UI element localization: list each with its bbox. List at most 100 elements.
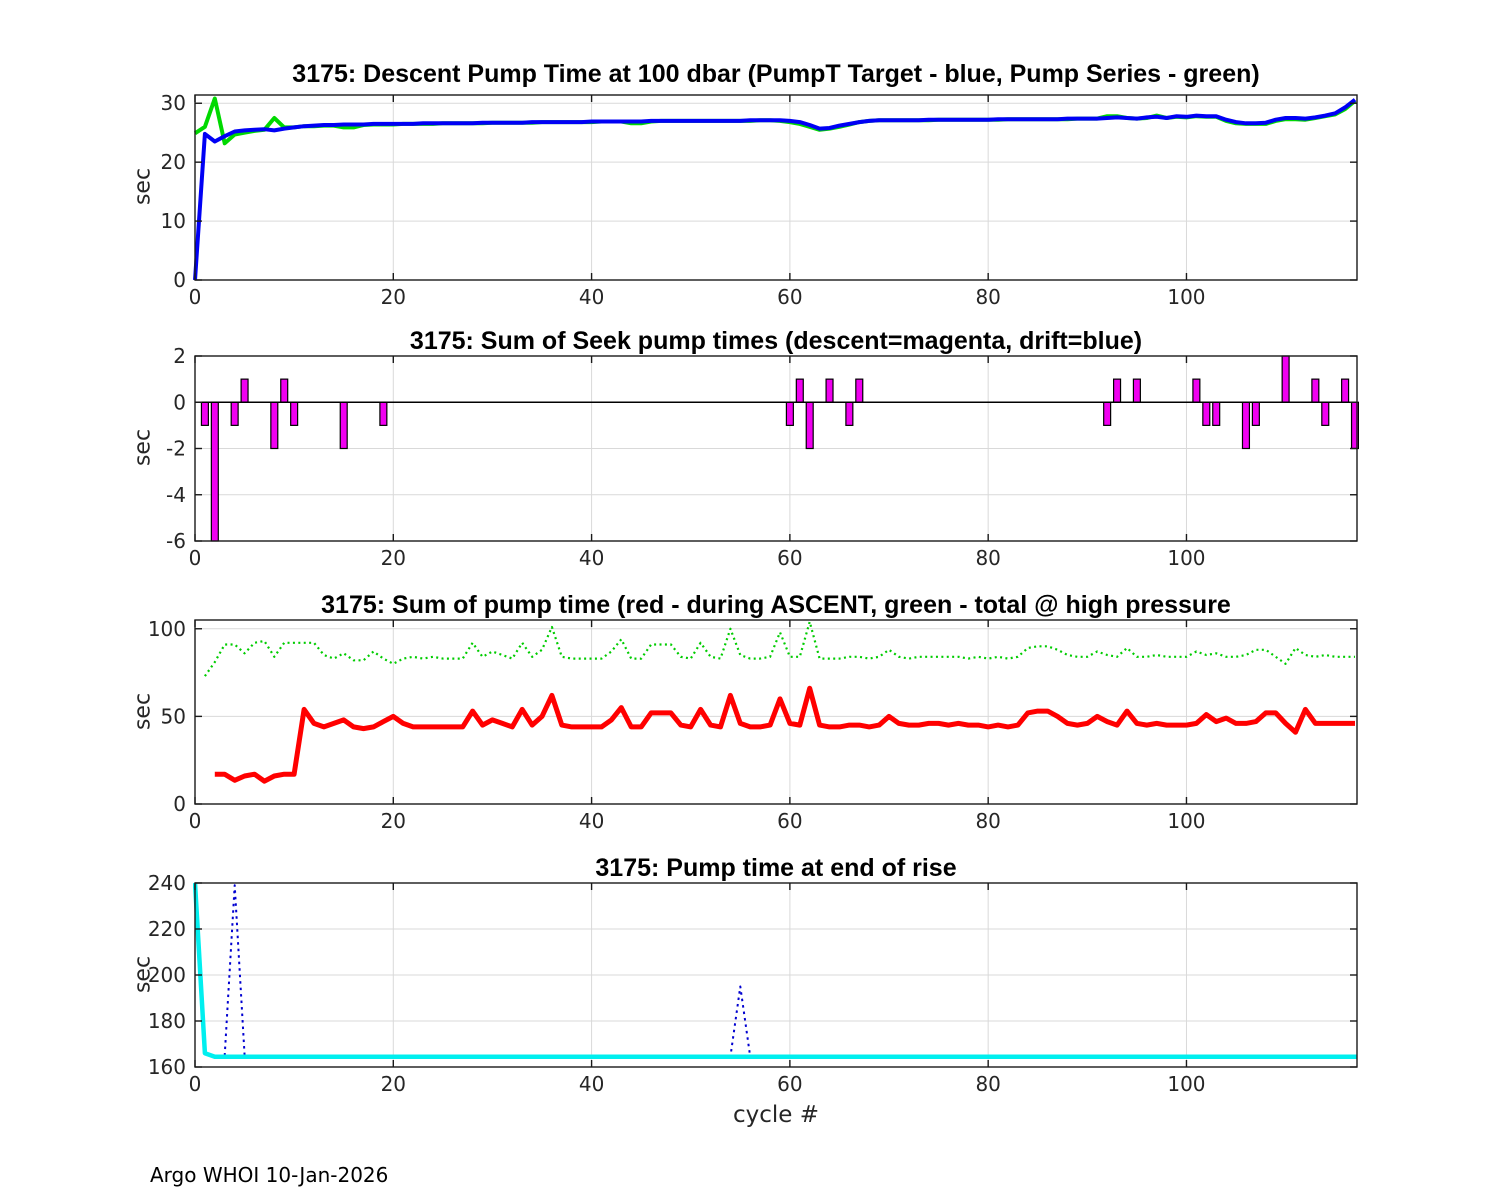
y-tick-label: 2 bbox=[173, 344, 186, 368]
x-tick-label: 80 bbox=[975, 285, 1000, 309]
subplot4-ylabel: sec bbox=[130, 955, 156, 994]
bar bbox=[1341, 378, 1350, 403]
bar bbox=[1202, 401, 1211, 426]
bar bbox=[855, 378, 864, 403]
y-tick-label: 0 bbox=[173, 390, 186, 414]
tick-marks bbox=[194, 620, 1357, 805]
subplot-3: 0 20 40 60 80 100 0 50 100 bbox=[148, 617, 1358, 833]
plot-area bbox=[193, 96, 1357, 281]
x-tick-label: 80 bbox=[975, 546, 1000, 570]
y-tick-label: 20 bbox=[161, 150, 186, 174]
y-tick-label: 100 bbox=[148, 617, 186, 641]
tick-labels: 0 20 40 60 80 100 160 180 200 220 240 bbox=[148, 871, 1206, 1096]
total-high-pressure-line bbox=[204, 620, 1355, 677]
during-ascent-line bbox=[214, 685, 1355, 784]
x-tick-label: 40 bbox=[579, 1072, 604, 1096]
x-tick-label: 60 bbox=[777, 285, 802, 309]
bar bbox=[270, 401, 279, 450]
subplot3-title: 3175: Sum of pump time (red - during ASC… bbox=[321, 591, 1231, 619]
y-tick-label: -6 bbox=[166, 529, 186, 553]
x-tick-label: 0 bbox=[189, 809, 202, 833]
x-tick-label: 60 bbox=[777, 1072, 802, 1096]
subplot1-ylabel: sec bbox=[130, 167, 156, 206]
pumpt-target-line bbox=[193, 98, 1357, 281]
x-axis-label: cycle # bbox=[732, 1102, 820, 1128]
bar bbox=[1321, 401, 1330, 426]
bar bbox=[845, 401, 854, 426]
y-tick-label: -2 bbox=[166, 437, 186, 461]
y-tick-label: 220 bbox=[148, 917, 186, 941]
bar bbox=[1112, 378, 1122, 403]
subplot-4: 0 20 40 60 80 100 160 180 200 220 240 bbox=[148, 871, 1358, 1096]
subplot1-title: 3175: Descent Pump Time at 100 dbar (Pum… bbox=[292, 60, 1260, 88]
y-tick-label: 0 bbox=[173, 792, 186, 816]
x-tick-label: 20 bbox=[381, 285, 406, 309]
y-tick-label: 0 bbox=[173, 268, 186, 292]
bar bbox=[379, 401, 388, 426]
x-tick-label: 100 bbox=[1167, 546, 1205, 570]
x-tick-label: 100 bbox=[1167, 1072, 1205, 1096]
bar bbox=[1103, 401, 1112, 426]
bar bbox=[339, 401, 348, 450]
bar bbox=[1311, 378, 1320, 403]
subplot2-ylabel: sec bbox=[130, 428, 156, 467]
tick-marks bbox=[194, 882, 1357, 1068]
x-tick-label: 40 bbox=[579, 809, 604, 833]
x-tick-label: 0 bbox=[189, 285, 202, 309]
tick-labels: 0 20 40 60 80 100 0 10 20 30 bbox=[161, 91, 1206, 309]
x-tick-label: 40 bbox=[579, 546, 604, 570]
tick-marks bbox=[194, 95, 1357, 281]
plot-area bbox=[193, 882, 1357, 1059]
subplot3-ylabel: sec bbox=[130, 692, 156, 731]
y-tick-label: 50 bbox=[161, 704, 186, 728]
figure-footer: Argo WHOI 10-Jan-2026 bbox=[150, 1163, 389, 1187]
x-tick-label: 80 bbox=[975, 1072, 1000, 1096]
bar bbox=[1192, 378, 1201, 403]
bar bbox=[290, 401, 299, 426]
x-tick-label: 60 bbox=[777, 546, 802, 570]
bar bbox=[795, 378, 804, 403]
bar bbox=[210, 401, 219, 542]
x-tick-label: 20 bbox=[381, 546, 406, 570]
x-tick-label: 0 bbox=[189, 1072, 202, 1096]
bar bbox=[1241, 401, 1251, 450]
bar bbox=[785, 401, 794, 426]
bar bbox=[280, 378, 289, 403]
axes-box bbox=[194, 94, 1358, 281]
subplot2-title: 3175: Sum of Seek pump times (descent=ma… bbox=[409, 327, 1143, 355]
bar bbox=[805, 401, 814, 450]
y-tick-label: 30 bbox=[161, 91, 186, 115]
y-tick-label: 10 bbox=[161, 209, 186, 233]
bar bbox=[1281, 355, 1290, 403]
end-of-rise-line bbox=[193, 882, 1357, 1059]
x-tick-label: 0 bbox=[189, 546, 202, 570]
y-tick-label: 240 bbox=[148, 871, 186, 895]
subplot4-title: 3175: Pump time at end of rise bbox=[595, 854, 957, 882]
tick-marks bbox=[194, 355, 1357, 542]
bar bbox=[1251, 401, 1260, 426]
x-tick-label: 20 bbox=[381, 809, 406, 833]
x-tick-label: 100 bbox=[1167, 285, 1205, 309]
x-tick-label: 20 bbox=[381, 1072, 406, 1096]
grid bbox=[195, 356, 1357, 541]
x-tick-label: 100 bbox=[1167, 809, 1205, 833]
y-tick-label: 160 bbox=[148, 1055, 186, 1079]
y-tick-label: 200 bbox=[148, 963, 186, 987]
subplot-1: 0 20 40 60 80 100 0 10 20 30 bbox=[161, 91, 1358, 309]
tick-labels: 0 20 40 60 80 100 0 50 100 bbox=[148, 617, 1206, 833]
grid bbox=[195, 95, 1357, 280]
bar bbox=[240, 378, 249, 403]
axes-box bbox=[194, 619, 1358, 805]
bar bbox=[230, 401, 239, 426]
x-tick-label: 60 bbox=[777, 809, 802, 833]
bar bbox=[200, 401, 209, 426]
y-tick-label: 180 bbox=[148, 1009, 186, 1033]
x-tick-label: 40 bbox=[579, 285, 604, 309]
bar bbox=[1132, 378, 1141, 403]
grid bbox=[195, 883, 1357, 1067]
y-tick-label: -4 bbox=[166, 483, 186, 507]
